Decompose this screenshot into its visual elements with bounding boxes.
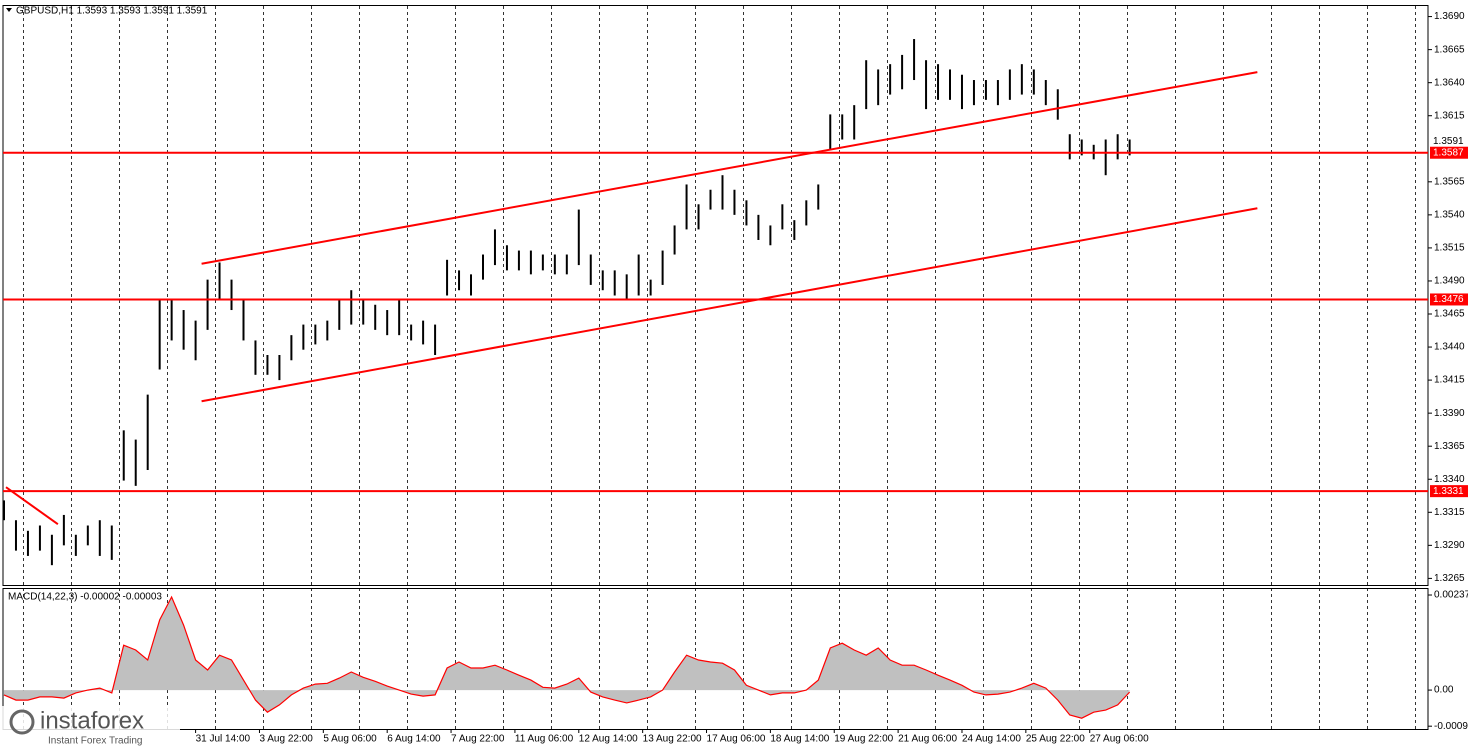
level-label-box	[1430, 293, 1468, 306]
y-tick-label: 1.3615	[1434, 110, 1465, 121]
level-label: 1.3587	[1433, 147, 1464, 158]
level-label: 1.3476	[1433, 294, 1464, 305]
y-tick-label: 1.3315	[1434, 507, 1465, 518]
level-label: 1.3331	[1433, 486, 1464, 497]
x-tick-label: 24 Aug 14:00	[962, 734, 1021, 745]
y-tick-label: 1.3390	[1434, 408, 1465, 419]
macd-frame	[2, 588, 1429, 730]
trend-line	[201, 71, 1258, 265]
x-tick-label: 19 Aug 22:00	[834, 734, 893, 745]
x-tick-label: 17 Aug 06:00	[707, 734, 766, 745]
x-tick-label: 7 Aug 22:00	[451, 734, 505, 745]
pane-title: GBPUSD,H1 1.3593 1.3593 1.3591 1.3591	[16, 6, 208, 17]
x-tick-label: 25 Aug 22:00	[1026, 734, 1085, 745]
plot-layer: GBPUSD,H1 1.3593 1.3593 1.3591 1.3591 1.3…	[2, 6, 1468, 745]
x-tick-label: 18 Aug 14:00	[770, 734, 829, 745]
y-tick-label: 1.3340	[1434, 474, 1465, 485]
x-tick-label: 5 Aug 06:00	[323, 734, 377, 745]
y-tick-label: 1.3265	[1434, 573, 1465, 584]
y-tick-label: 1.3515	[1434, 243, 1465, 254]
x-tick-label: 3 Aug 22:00	[259, 734, 313, 745]
y-tick-label: 1.3415	[1434, 375, 1465, 386]
y-tick-label: 1.3290	[1434, 540, 1465, 551]
logo-name: instaforex	[40, 707, 144, 734]
y-tick-label: 1.3540	[1434, 210, 1465, 221]
y-tick-label: 1.3490	[1434, 276, 1465, 287]
x-tick-label: 11 Aug 06:00	[515, 734, 574, 745]
symbol-marker	[6, 8, 12, 12]
x-tick-label: 13 Aug 22:00	[643, 734, 702, 745]
y-tick-label: 1.3690	[1434, 11, 1465, 22]
last-price-label: 1.3591	[1433, 136, 1464, 147]
y-tick-label: 1.3565	[1434, 176, 1465, 187]
y-tick-label: 0.00	[1434, 685, 1454, 696]
logo-icon	[9, 709, 35, 735]
level-label-box	[1430, 485, 1468, 498]
price-frame	[2, 5, 1429, 586]
x-tick-label: 31 Jul 14:00	[196, 734, 251, 745]
macd-area	[4, 597, 1130, 719]
x-tick-label: 21 Aug 06:00	[898, 734, 957, 745]
y-tick-label: 1.3440	[1434, 342, 1465, 353]
x-tick-label: 12 Aug 14:00	[579, 734, 638, 745]
macd-line	[3, 595, 1131, 719]
x-tick-label: 27 Aug 06:00	[1090, 734, 1149, 745]
last-price-box	[1430, 135, 1468, 147]
y-tick-label: -0.0009	[1434, 721, 1468, 732]
x-tick-label: 6 Aug 14:00	[387, 734, 441, 745]
pane-title: MACD(14,22,3) -0.00002 -0.00003	[8, 592, 162, 603]
logo-tagline: Instant Forex Trading	[48, 736, 143, 747]
grid-pattern	[3, 6, 1428, 585]
grid-pattern	[3, 589, 1428, 729]
trend-line	[201, 207, 1258, 403]
level-label-box	[1430, 146, 1468, 159]
y-tick-label: 1.3640	[1434, 77, 1465, 88]
y-tick-label: 1.3665	[1434, 44, 1465, 55]
y-tick-label: 1.3465	[1434, 309, 1465, 320]
y-tick-label: 1.3365	[1434, 441, 1465, 452]
y-tick-label: 0.00237	[1434, 590, 1468, 601]
trend-line	[5, 486, 59, 526]
logo: instaforex Instant Forex Trading	[0, 706, 180, 750]
